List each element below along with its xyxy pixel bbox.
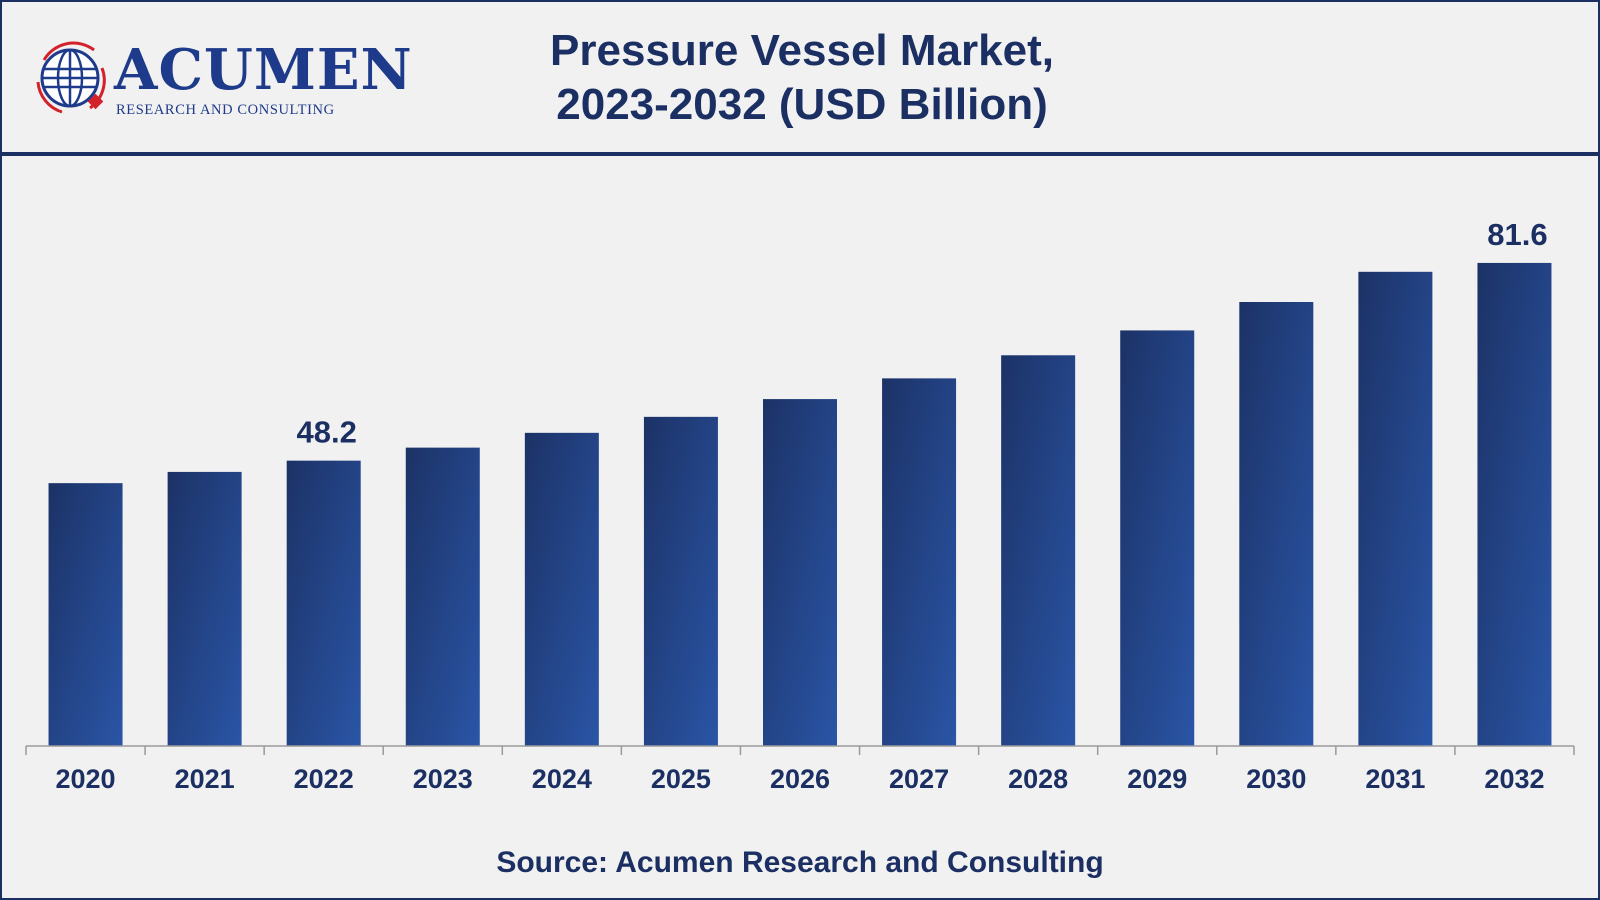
x-tick-label-2030: 2030 (1246, 764, 1306, 794)
x-tick-label-2025: 2025 (651, 764, 711, 794)
logo-subtitle: RESEARCH AND CONSULTING (116, 102, 335, 118)
x-tick-label-2028: 2028 (1008, 764, 1068, 794)
bar-2031 (1358, 271, 1433, 746)
data-label-2022: 48.2 (297, 415, 357, 450)
globe-icon (36, 41, 106, 114)
x-tick-label-2024: 2024 (532, 764, 592, 794)
bar-2032 (1477, 262, 1552, 746)
bar-2024 (524, 432, 599, 746)
bar-2027 (882, 378, 957, 746)
bar-2021 (167, 471, 242, 746)
bar-2023 (405, 447, 480, 746)
bar-2022 (286, 460, 361, 746)
logo-wordmark: ACUMEN (114, 37, 413, 103)
x-tick-label-2020: 2020 (55, 764, 115, 794)
bar-2025 (643, 416, 718, 746)
header-bar: ACUMEN RESEARCH AND CONSULTING Pressure … (2, 2, 1598, 156)
bars-group (48, 262, 1552, 746)
bar-2030 (1239, 302, 1314, 746)
chart-title-line-2: 2023-2032 (USD Billion) (556, 80, 1048, 129)
chart-title: Pressure Vessel Market, 2023-2032 (USD B… (442, 24, 1162, 132)
bar-2020 (48, 483, 123, 746)
x-tick-label-2023: 2023 (413, 764, 473, 794)
x-tick-labels-group: 2020 2021 2022 2023 2024 2025 2026 2027 2028 2029… (55, 764, 1544, 794)
x-tick-label-2032: 2032 (1484, 764, 1544, 794)
bar-2028 (1001, 355, 1076, 746)
chart-title-line-1: Pressure Vessel Market, (550, 26, 1054, 75)
x-tick-label-2022: 2022 (294, 764, 354, 794)
bar-2029 (1120, 330, 1195, 746)
data-label-2032: 81.6 (1487, 217, 1547, 252)
x-tick-label-2026: 2026 (770, 764, 830, 794)
source-note: Source: Acumen Research and Consulting (496, 846, 1104, 879)
x-tick-label-2031: 2031 (1365, 764, 1425, 794)
x-tick-label-2027: 2027 (889, 764, 949, 794)
x-tick-label-2021: 2021 (175, 764, 235, 794)
data-labels-group: 48.2 81.6 (297, 217, 1548, 450)
bar-chart: 2020 2021 2022 2023 2024 2025 2026 2027 2028 2029… (25, 217, 1575, 794)
bar-2026 (763, 399, 837, 746)
acumen-logo: ACUMEN RESEARCH AND CONSULTING (32, 38, 412, 118)
x-tick-label-2029: 2029 (1127, 764, 1187, 794)
x-ticks-group (25, 746, 1575, 755)
